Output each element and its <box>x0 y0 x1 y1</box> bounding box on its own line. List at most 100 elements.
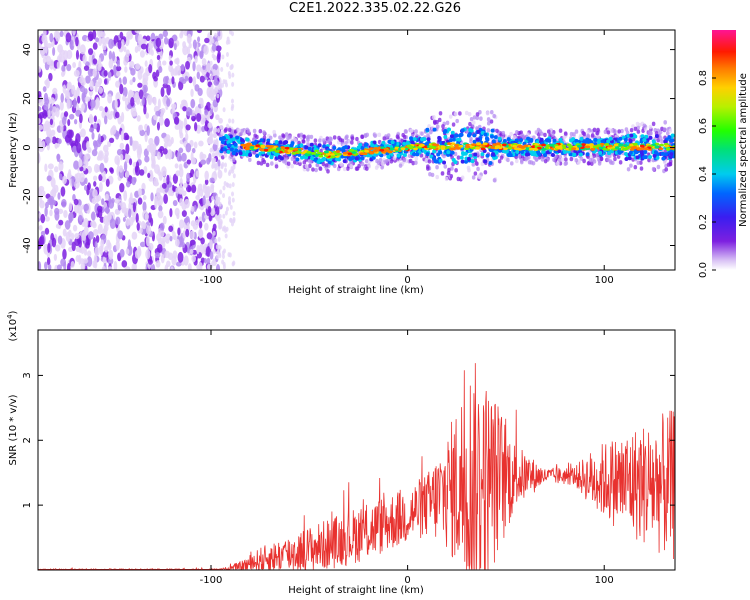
heat-cell <box>183 217 189 224</box>
heat-cell <box>186 247 191 254</box>
heat-cell <box>206 62 211 73</box>
heat-cell <box>626 133 631 138</box>
heat-cell <box>360 145 365 150</box>
heat-cell <box>192 61 196 72</box>
heat-cell <box>600 139 605 144</box>
heat-cell <box>83 203 89 212</box>
heat-cell <box>38 111 45 119</box>
heat-cell <box>104 106 108 113</box>
heat-cell <box>92 42 98 50</box>
heat-cell <box>224 210 228 216</box>
heat-cell <box>648 124 653 130</box>
heat-cell <box>311 151 317 155</box>
heat-cell <box>216 93 220 99</box>
heat-cell <box>402 153 407 158</box>
heat-cell <box>194 84 200 92</box>
heat-cell <box>231 72 235 78</box>
heat-cell <box>425 127 430 132</box>
heat-cell <box>214 163 218 169</box>
heat-cell <box>664 144 669 148</box>
heat-cell <box>213 75 218 83</box>
heat-cell <box>337 135 341 141</box>
heat-cell <box>432 127 437 132</box>
heat-cell <box>256 160 261 166</box>
heat-cell <box>131 231 138 240</box>
heat-cell <box>118 165 123 173</box>
heat-cell <box>287 149 293 153</box>
heat-cell <box>72 30 76 36</box>
heat-cell <box>428 145 434 149</box>
snr-y-ticks: 1 2 3 <box>22 372 675 508</box>
heat-cell <box>64 90 71 100</box>
heat-cell <box>161 182 167 189</box>
heat-cell <box>80 128 86 138</box>
heat-cell <box>269 145 274 148</box>
heat-cell <box>59 55 65 63</box>
heat-cell <box>531 151 536 156</box>
heat-cell <box>428 172 432 177</box>
heat-cell <box>211 163 215 169</box>
heat-cell <box>372 149 378 153</box>
heat-cell <box>49 118 54 126</box>
heat-cell <box>39 196 43 205</box>
heat-cell <box>159 230 165 238</box>
heat-cell <box>442 160 447 165</box>
heat-cell <box>527 160 532 165</box>
heat-cell <box>590 133 595 138</box>
heat-cell <box>245 146 250 150</box>
heat-cell <box>38 66 42 73</box>
heat-cell <box>515 149 520 154</box>
heat-cell <box>246 129 251 134</box>
heat-cell <box>168 225 174 232</box>
heat-cell <box>245 137 250 142</box>
heat-cell <box>386 133 391 138</box>
heat-cell <box>344 135 348 141</box>
heat-cell <box>179 177 183 187</box>
heat-cell <box>225 135 230 140</box>
heat-cell <box>222 107 226 113</box>
heat-cell <box>350 136 355 141</box>
heat-cell <box>117 204 121 211</box>
heat-cell <box>56 153 60 163</box>
heat-cell <box>221 54 225 60</box>
heat-cell <box>79 85 86 93</box>
heat-cell <box>123 46 127 53</box>
heat-cell <box>492 156 497 161</box>
heat-cell <box>473 171 478 176</box>
heat-cell <box>524 152 529 157</box>
heat-cell <box>70 232 75 241</box>
heat-cell <box>86 256 93 267</box>
heat-cell <box>220 130 224 135</box>
heat-cell <box>210 133 214 139</box>
heat-cell <box>105 206 110 215</box>
heat-cell <box>628 150 633 155</box>
heat-cell <box>222 147 227 152</box>
heat-cell <box>490 128 495 133</box>
heat-cell <box>225 206 229 212</box>
heat-cell <box>314 167 318 173</box>
heat-cell <box>227 143 232 148</box>
heat-cell <box>190 205 195 212</box>
colorbar-gradient <box>712 30 736 270</box>
heat-cell <box>269 148 275 152</box>
heat-cell <box>427 124 431 129</box>
heat-cell <box>72 145 78 153</box>
heat-cell <box>228 169 232 175</box>
heat-cell <box>212 258 216 264</box>
heat-cell <box>262 130 266 135</box>
heat-cell <box>447 142 452 146</box>
heat-cell <box>61 64 66 73</box>
heat-cell <box>223 128 228 133</box>
heat-cell <box>137 197 143 205</box>
heat-cell <box>62 175 67 185</box>
heat-cell <box>618 143 624 147</box>
heat-cell <box>175 57 180 66</box>
heat-cell <box>73 160 80 170</box>
heat-cell <box>586 129 590 135</box>
heat-cell <box>414 156 419 161</box>
heat-cell <box>432 119 437 125</box>
heat-cell <box>169 235 173 242</box>
heat-cell <box>608 159 613 164</box>
heat-cell <box>214 32 218 38</box>
heat-cell <box>454 133 459 138</box>
